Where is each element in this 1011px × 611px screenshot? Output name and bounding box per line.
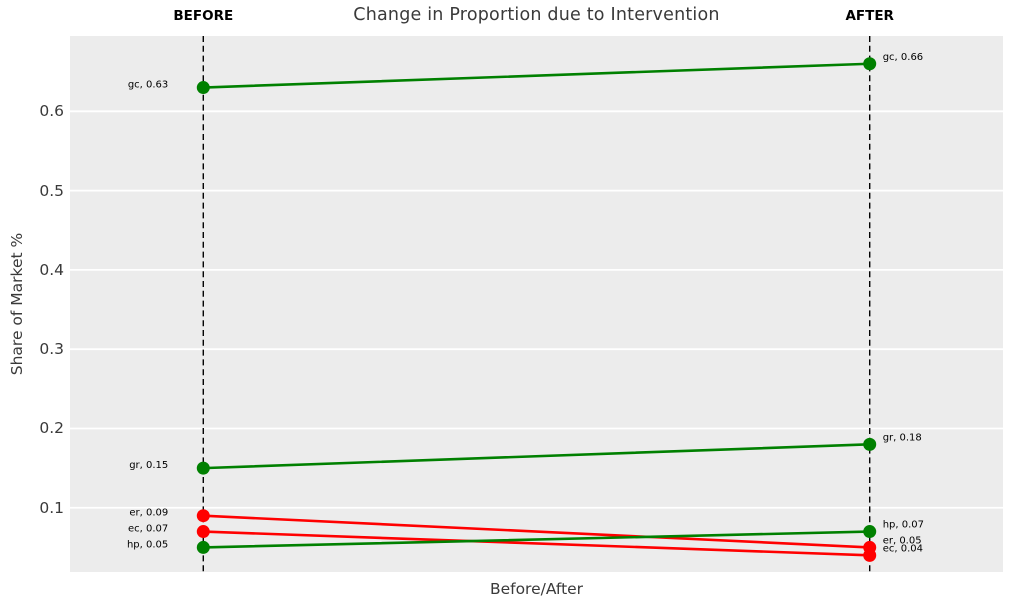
y-tick-label: 0.5 xyxy=(39,181,64,200)
point-label-er-before: er, 0.09 xyxy=(129,508,168,519)
marker-er-before xyxy=(196,509,210,523)
point-label-gc-after: gc, 0.66 xyxy=(883,52,923,63)
y-tick-label: 0.3 xyxy=(39,340,64,359)
y-axis-label: Share of Market % xyxy=(8,232,26,376)
y-tick-label: 0.1 xyxy=(39,498,64,517)
point-label-er-after: er, 0.05 xyxy=(883,535,922,546)
point-label-hp-after: hp, 0.07 xyxy=(883,520,924,531)
slope-line-ec xyxy=(201,530,872,557)
x-axis-label: Before/After xyxy=(489,580,584,598)
slope-line-hp xyxy=(201,530,872,549)
marker-ec-before xyxy=(196,525,210,539)
y-tick-label: 0.2 xyxy=(39,419,64,438)
marker-gr-after xyxy=(863,437,877,451)
plot-area xyxy=(70,36,1003,572)
slope-line-gc xyxy=(201,62,872,89)
marker-ec-after xyxy=(863,548,877,562)
column-header-after: AFTER xyxy=(845,8,894,24)
slope-line-gr xyxy=(201,443,872,470)
marker-hp-before xyxy=(196,540,210,554)
y-tick-label: 0.4 xyxy=(39,260,64,279)
point-label-gr-before: gr, 0.15 xyxy=(129,460,168,471)
column-header-before: BEFORE xyxy=(173,8,234,24)
y-tick-label: 0.6 xyxy=(39,102,64,121)
point-label-ec-before: ec, 0.07 xyxy=(128,524,168,535)
marker-gr-before xyxy=(196,461,210,475)
marker-gc-after xyxy=(863,57,877,71)
slope-line-er xyxy=(201,514,872,549)
point-label-gc-before: gc, 0.63 xyxy=(128,80,168,91)
marker-gc-before xyxy=(196,81,210,95)
chart-title: Change in Proportion due to Intervention xyxy=(353,5,720,25)
point-label-ec-after: ec, 0.04 xyxy=(883,543,923,554)
point-label-hp-before: hp, 0.05 xyxy=(127,539,168,550)
point-label-gr-after: gr, 0.18 xyxy=(883,432,922,443)
marker-hp-after xyxy=(863,525,877,539)
